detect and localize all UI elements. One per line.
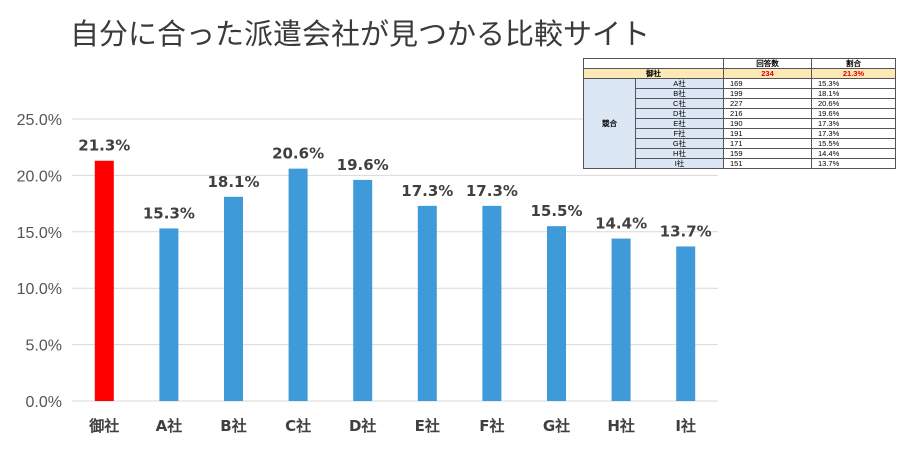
bar [353, 179, 373, 401]
x-tick-label: I社 [675, 417, 696, 435]
x-tick-label: 御社 [88, 417, 119, 435]
x-tick-label: A社 [156, 417, 183, 435]
y-tick-label: 25.0% [17, 112, 62, 129]
x-tick-label: E社 [415, 417, 440, 435]
x-tick-label: H社 [607, 417, 635, 435]
y-tick-label: 0.0% [26, 394, 62, 411]
table-cell-ratio: 19.6% [811, 108, 896, 119]
data-table: 回答数 割合 御社 234 21.3% 競合 A社 169 15.3% B社 199 18.… [583, 58, 896, 169]
table-cell-count: 216 [723, 108, 812, 119]
data-label: 19.6% [337, 156, 389, 174]
data-label: 13.7% [660, 222, 712, 240]
table-cell-name: E社 [635, 118, 724, 129]
data-label: 15.5% [530, 202, 582, 220]
table-own-count: 234 [723, 68, 812, 79]
table-cell-ratio: 13.7% [811, 158, 896, 169]
table-cell-count: 191 [723, 128, 812, 139]
x-tick-label: F社 [479, 417, 504, 435]
table-row: I社 151 13.7% [584, 158, 896, 169]
table-cell-count: 159 [723, 148, 812, 159]
bar [224, 196, 243, 401]
bar [611, 238, 631, 401]
data-label: 17.3% [401, 182, 453, 200]
bar [94, 160, 114, 401]
data-label: 15.3% [143, 204, 195, 222]
bar [288, 168, 308, 401]
table-cell-count: 151 [723, 158, 812, 169]
bar [482, 205, 502, 401]
table-cell-name: G社 [635, 138, 724, 149]
table-group-label: 競合 [583, 78, 636, 169]
y-axis-tick-labels: 0.0% 5.0% 10.0% 15.0% 20.0% 25.0% [17, 112, 62, 411]
table-row-own: 御社 234 21.3% [583, 68, 896, 79]
x-tick-label: C社 [285, 417, 311, 435]
table-cell-ratio: 17.3% [811, 128, 896, 139]
bar [676, 246, 696, 401]
bar [159, 228, 179, 401]
table-cell-count: 190 [723, 118, 812, 129]
table-header-empty [583, 58, 724, 69]
table-cell-count: 169 [723, 78, 812, 89]
y-tick-label: 20.0% [17, 168, 62, 185]
table-cell-ratio: 20.6% [811, 98, 896, 109]
table-cell-ratio: 15.3% [811, 78, 896, 89]
y-tick-label: 5.0% [26, 338, 62, 355]
bar [417, 205, 437, 401]
table-cell-name: A社 [635, 78, 724, 89]
table-cell-name: B社 [635, 88, 724, 99]
chart-title: 自分に合った派遣会社が見つかる比較サイト [69, 17, 650, 51]
x-tick-label: G社 [543, 417, 570, 435]
table-cell-count: 227 [723, 98, 812, 109]
data-labels: 21.3% 15.3% 18.1% 20.6% 19.6% 17.3% 17.3% 15.5%… [78, 137, 711, 241]
x-tick-label: D社 [349, 417, 376, 435]
data-label: 21.3% [78, 137, 130, 155]
data-label: 18.1% [207, 173, 259, 191]
bar [547, 226, 566, 401]
table-cell-ratio: 15.5% [811, 138, 896, 149]
x-axis-tick-labels: 御社 A社 B社 C社 D社 E社 F社 G社 H社 I社 [88, 417, 696, 435]
table-cell-ratio: 17.3% [811, 118, 896, 129]
table-cell-count: 171 [723, 138, 812, 149]
table-row: 競合 A社 169 15.3% [583, 78, 896, 169]
data-label: 17.3% [466, 182, 518, 200]
y-tick-label: 10.0% [17, 281, 62, 298]
table-cell-name: C社 [635, 98, 724, 109]
table-cell-ratio: 14.4% [811, 148, 896, 159]
y-tick-label: 15.0% [17, 225, 62, 242]
table-header-row: 回答数 割合 [583, 58, 896, 69]
table-cell-name: F社 [635, 128, 724, 139]
data-label: 14.4% [595, 215, 647, 233]
table-header-ratio: 割合 [811, 58, 896, 69]
table-cell-count: 199 [723, 88, 812, 99]
data-label: 20.6% [272, 145, 324, 163]
table-header-count: 回答数 [723, 58, 812, 69]
table-own-ratio: 21.3% [811, 68, 896, 79]
table-cell-name: H社 [635, 148, 724, 159]
table-cell-name: D社 [635, 108, 724, 119]
table-cell-ratio: 18.1% [811, 88, 896, 99]
bars [94, 160, 696, 401]
table-cell-name: I社 [635, 158, 724, 169]
x-tick-label: B社 [220, 417, 246, 435]
table-own-label: 御社 [583, 68, 724, 79]
